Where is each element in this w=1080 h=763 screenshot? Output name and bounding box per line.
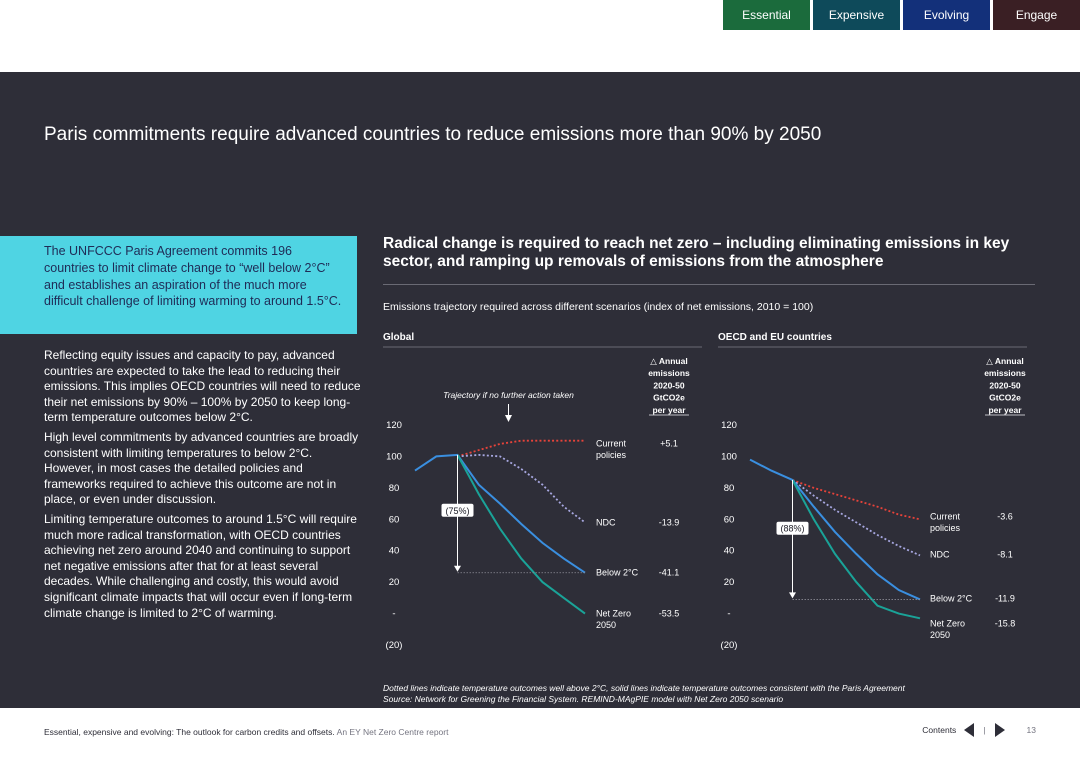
series-delta: +5.1 — [660, 439, 678, 449]
column-header-line: GtCO2e — [653, 393, 685, 403]
y-tick-label: 20 — [389, 577, 400, 588]
series-line-below-2-c — [414, 453, 586, 574]
tab-engage[interactable]: Engage — [993, 0, 1080, 30]
column-header-line: emissions — [648, 368, 690, 378]
column-header-line: per year — [988, 405, 1022, 415]
footer-navigation: Contents | 13 — [922, 723, 1036, 737]
y-tick-label: (20) — [386, 640, 403, 651]
y-tick-label: 100 — [721, 451, 737, 462]
series-label: policies — [930, 523, 961, 533]
footer-report-title: Essential, expensive and evolving: The o… — [44, 727, 448, 737]
footnote-line: Dotted lines indicate temperature outcom… — [383, 683, 905, 693]
chart-title: OECD and EU countries — [718, 332, 832, 343]
footer-subtitle: An EY Net Zero Centre report — [336, 727, 449, 737]
series-label: policies — [596, 450, 627, 460]
tab-evolving[interactable]: Evolving — [903, 0, 990, 30]
y-tick-label: 120 — [721, 420, 737, 431]
series-delta: -41.1 — [659, 568, 680, 578]
y-tick-label: 80 — [724, 483, 735, 494]
next-page-icon[interactable] — [994, 723, 1005, 737]
reduction-label: (88%) — [780, 524, 804, 534]
y-tick-label: 40 — [389, 546, 400, 557]
series-line-ndc — [457, 453, 586, 524]
column-header-line: 2020-50 — [989, 380, 1020, 390]
reduction-label: (75%) — [445, 506, 469, 516]
page-title: Paris commitments require advanced count… — [44, 124, 822, 145]
tab-expensive[interactable]: Expensive — [813, 0, 900, 30]
y-tick-label: 60 — [724, 514, 735, 525]
contents-link[interactable]: Contents — [922, 725, 957, 735]
column-header-line: GtCO2e — [989, 393, 1021, 403]
series-label: Current — [596, 439, 627, 449]
body-text: Reflecting equity issues and capacity to… — [44, 348, 364, 625]
series-delta: -11.9 — [995, 593, 1015, 603]
y-tick-label: 40 — [724, 546, 735, 557]
series-delta: -53.5 — [659, 609, 680, 619]
reduction-label-box — [776, 521, 809, 535]
tab-essential[interactable]: Essential — [723, 0, 810, 30]
y-tick-label: 60 — [389, 514, 400, 525]
reduction-arrow-head — [454, 565, 461, 572]
series-label: NDC — [596, 517, 616, 527]
series-label: Net Zero — [596, 609, 631, 619]
series-label: Below 2°C — [596, 568, 639, 578]
body-paragraph: High level commitments by advanced count… — [44, 429, 359, 507]
series-label: Current — [930, 511, 961, 521]
previous-page-icon[interactable] — [964, 723, 975, 737]
chart-title: Global — [383, 332, 414, 343]
chart-heading: Radical change is required to reach net … — [383, 235, 1010, 270]
y-tick-label: 80 — [389, 483, 400, 494]
column-header-line: emissions — [984, 368, 1026, 378]
callout-box: The UNFCCC Paris Agreement commits 196 c… — [0, 236, 357, 334]
y-tick-label: - — [392, 609, 395, 620]
series-delta: -8.1 — [997, 549, 1013, 559]
column-header-line: △ Annual — [650, 356, 687, 366]
reduction-label-box — [441, 503, 474, 517]
series-line-net-zero-2050 — [791, 479, 921, 620]
y-tick-label: - — [727, 609, 730, 620]
column-header-line: 2020-50 — [653, 380, 684, 390]
footer: Essential, expensive and evolving: The o… — [0, 708, 1080, 763]
body-paragraph: Reflecting equity issues and capacity to… — [44, 348, 361, 425]
series-line-ndc — [791, 479, 921, 557]
y-tick-label: (20) — [721, 640, 738, 651]
series-label: Below 2°C — [930, 593, 973, 603]
reduction-arrow-head — [789, 592, 796, 599]
callout-text: The UNFCCC Paris Agreement commits 196 c… — [44, 244, 342, 309]
footnote: Dotted lines indicate temperature outcom… — [383, 683, 905, 705]
y-tick-label: 20 — [724, 577, 735, 588]
column-header-line: △ Annual — [986, 356, 1023, 366]
page-number: 13 — [1026, 725, 1036, 735]
series-label: 2050 — [596, 620, 616, 630]
series-label: 2050 — [930, 630, 950, 640]
chart-subtitle: Emissions trajectory required across dif… — [383, 301, 814, 313]
source-line: Source: Network for Greening the Financi… — [383, 694, 784, 704]
series-line-current-policies — [792, 479, 921, 521]
content-panel — [0, 72, 1080, 708]
series-delta: -15.8 — [995, 618, 1016, 628]
column-header-line: per year — [652, 405, 686, 415]
y-tick-label: 120 — [386, 420, 402, 431]
series-delta: -13.9 — [659, 517, 680, 527]
y-tick-label: 100 — [386, 451, 402, 462]
divider — [383, 284, 1035, 285]
series-delta: -3.6 — [997, 511, 1013, 521]
series-line-below-2-c — [749, 458, 921, 601]
chart-annotation: Trajectory if no further action taken — [443, 390, 574, 400]
series-label: NDC — [930, 549, 950, 559]
top-navigation: Essential Expensive Evolving Engage — [720, 0, 1080, 30]
emissions-charts: Global △ Annual emissions 2020-50 GtCO2e per … — [383, 332, 1027, 651]
annotation-pointer-head — [505, 415, 512, 422]
separator: | — [983, 725, 986, 735]
series-line-net-zero-2050 — [456, 454, 586, 615]
series-label: Net Zero — [930, 618, 965, 628]
body-paragraph: Limiting temperature outcomes to around … — [44, 511, 357, 620]
footer-title: Essential, expensive and evolving: The o… — [44, 727, 335, 737]
series-line-current-policies — [457, 439, 585, 458]
